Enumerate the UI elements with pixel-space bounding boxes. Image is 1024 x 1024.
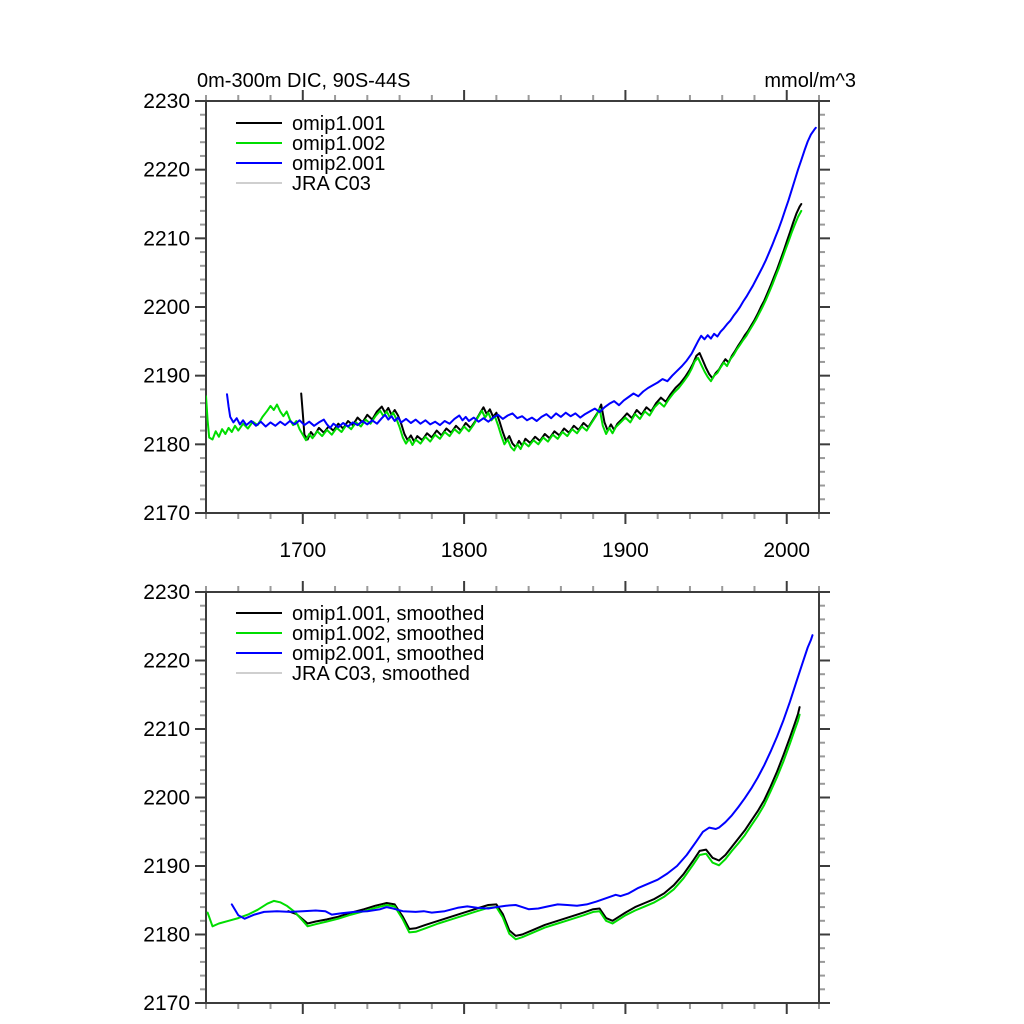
legend-label: omip1.002 (292, 133, 385, 155)
chart-panel-2: 2170 2180 2190 2200 2210 2220 2230 omip1.001, s… (143, 581, 830, 1015)
series-line-omip1-002-smoothed (206, 713, 801, 941)
y-tick-label: 2210 (143, 227, 190, 250)
legend-label: omip1.001, smoothed (292, 603, 484, 625)
series-line-omip1-002 (206, 209, 803, 452)
chart-title: 0m-300m DIC, 90S-44S (197, 70, 410, 92)
y-tick-label: 2190 (143, 855, 190, 878)
series-line-omip1-001-smoothed (287, 706, 801, 937)
legend-label: omip1.001 (292, 113, 385, 135)
y-tick-label: 2220 (143, 650, 190, 673)
legend-label: JRA C03 (292, 173, 371, 195)
chart-units-label: mmol/m^3 (764, 70, 856, 92)
y-tick-label: 2190 (143, 365, 190, 388)
legend-label: omip1.002, smoothed (292, 623, 484, 645)
plot-frame (205, 591, 820, 1004)
axis-ticks (195, 90, 830, 524)
series-group (206, 634, 814, 941)
y-tick-label: 2200 (143, 296, 190, 319)
x-tick-label: 1700 (279, 539, 326, 562)
legend-label: JRA C03, smoothed (292, 663, 470, 685)
y-tick-label: 2170 (143, 992, 190, 1015)
series-line-omip2-001-smoothed (230, 634, 814, 920)
y-tick-label: 2180 (143, 924, 190, 947)
y-tick-label: 2180 (143, 433, 190, 456)
series-group (206, 126, 817, 452)
y-tick-label: 2170 (143, 502, 190, 525)
x-tick-label: 1800 (441, 539, 488, 562)
y-tick-label: 2200 (143, 787, 190, 810)
y-tick-label: 2220 (143, 159, 190, 182)
y-tick-label: 2210 (143, 718, 190, 741)
x-tick-label: 1900 (602, 539, 649, 562)
axis-ticks (195, 581, 830, 1014)
y-tick-label: 2230 (143, 581, 190, 604)
chart-panel-1: 2170 2180 2190 2200 2210 2220 2230 1700 1800 1900… (143, 70, 856, 562)
series-line-omip2-001 (226, 126, 817, 429)
plot-frame (205, 100, 820, 514)
legend-label: omip2.001 (292, 153, 385, 175)
x-tick-label: 2000 (763, 539, 810, 562)
y-tick-label: 2230 (143, 90, 190, 113)
legend-label: omip2.001, smoothed (292, 643, 484, 665)
